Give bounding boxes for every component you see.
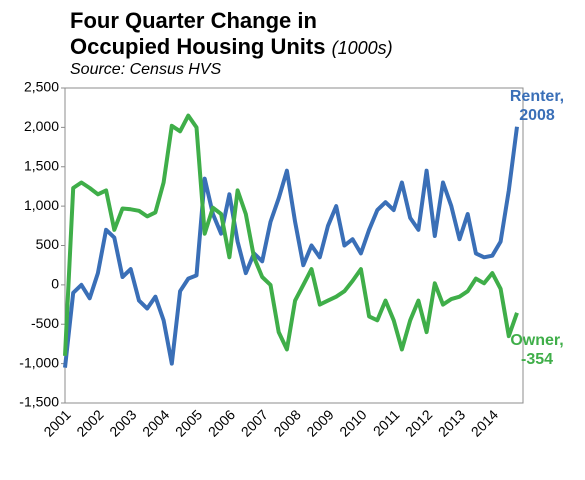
x-tick-label: 2008 bbox=[271, 406, 304, 439]
x-tick-label: 2005 bbox=[172, 406, 205, 439]
series-line bbox=[63, 113, 519, 356]
y-tick-label: 1,000 bbox=[24, 197, 59, 213]
y-tick-label: 500 bbox=[36, 236, 60, 252]
y-tick-label: 2,500 bbox=[24, 79, 59, 95]
x-tick-label: 2014 bbox=[468, 406, 501, 439]
chart-title: Four Quarter Change in Occupied Housing … bbox=[70, 8, 420, 61]
y-tick-label: -1,000 bbox=[19, 354, 59, 370]
x-tick-label: 2007 bbox=[238, 406, 271, 439]
x-tick-label: 2004 bbox=[139, 406, 172, 439]
x-tick-label: 2012 bbox=[402, 406, 435, 439]
y-tick-label: -500 bbox=[31, 315, 59, 331]
x-tick-label: 2001 bbox=[40, 406, 73, 439]
y-tick-label: 2,000 bbox=[24, 118, 59, 134]
y-tick-label: 1,500 bbox=[24, 157, 59, 173]
x-tick-label: 2003 bbox=[106, 406, 139, 439]
y-tick-label: -1,500 bbox=[19, 394, 59, 410]
x-tick-label: 2009 bbox=[303, 406, 336, 439]
series-line bbox=[63, 126, 519, 368]
title-unit: (1000s) bbox=[331, 38, 393, 58]
plot-frame bbox=[64, 87, 524, 404]
x-tick-label: 2010 bbox=[336, 406, 369, 439]
x-tick-label: 2011 bbox=[370, 406, 403, 439]
x-tick-label: 2006 bbox=[205, 406, 238, 439]
x-tick-label: 2002 bbox=[73, 406, 106, 439]
title-text: Four Quarter Change in Occupied Housing … bbox=[70, 8, 326, 59]
chart-subtitle: Source: Census HVS bbox=[70, 61, 222, 78]
y-tick-label: 0 bbox=[51, 276, 59, 292]
annotation: Owner, -354 bbox=[510, 331, 564, 368]
x-tick-label: 2013 bbox=[435, 406, 468, 439]
annotation: Renter, 2008 bbox=[509, 87, 565, 124]
